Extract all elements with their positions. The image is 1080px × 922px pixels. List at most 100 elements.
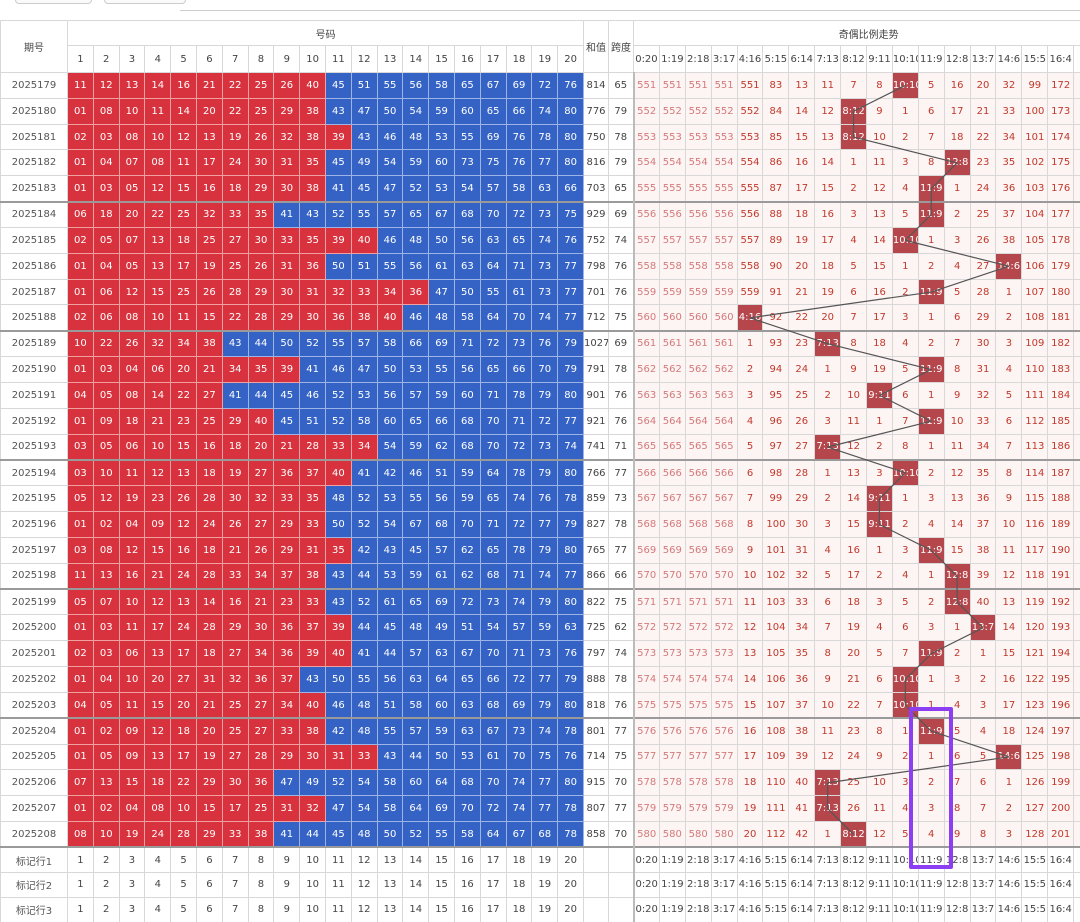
- span-cell: 77: [608, 717, 634, 745]
- header-cell: 12: [350, 45, 378, 73]
- trend-cell: 8: [840, 329, 868, 358]
- trend-cell: 565: [684, 433, 712, 461]
- number-cell: 55: [350, 200, 378, 228]
- trend-cell: 18: [814, 252, 842, 280]
- number-cell: 55: [479, 278, 507, 306]
- trend-cell: 108: [762, 717, 790, 745]
- number-cell: 51: [350, 72, 378, 99]
- number-cell: 77: [531, 149, 559, 177]
- span-cell: 73: [608, 485, 634, 513]
- number-cell: 65: [402, 407, 430, 435]
- marker-cell: 4:16: [736, 896, 764, 922]
- trend-cell: 126: [1021, 769, 1049, 797]
- number-cell: 35: [299, 485, 326, 513]
- marker-cell: 4: [144, 896, 172, 922]
- marker-cell: 14:6: [995, 896, 1023, 922]
- data-row: 2025185 02 05 07 13 18 25 27 30 33 35 39 40 46 48 50 56 6…: [0, 226, 1080, 254]
- trend-cell: 565: [710, 433, 738, 461]
- number-cell: 57: [505, 614, 533, 642]
- number-cell: 27: [195, 381, 223, 409]
- trend-cell: 185: [1047, 407, 1075, 435]
- trend-cell: 4: [866, 614, 893, 642]
- sum-cell: 921: [583, 407, 609, 435]
- trend-cell: 554: [658, 149, 686, 177]
- marker-cell: 0:20: [632, 846, 660, 873]
- trend-cell: 12: [866, 821, 893, 848]
- trend-cell: 577: [632, 743, 660, 771]
- marker-label: 标记行1: [0, 846, 68, 873]
- number-cell: 55: [350, 666, 378, 693]
- trend-cell: 30: [788, 511, 816, 538]
- trend-cell: 106: [762, 666, 790, 693]
- trend-cell: 17: [943, 97, 971, 125]
- number-cell: 09: [144, 511, 172, 538]
- trend-cell: 553: [632, 123, 660, 151]
- header-cell: 4:16: [736, 45, 764, 73]
- number-cell: 61: [479, 743, 507, 771]
- number-cell: 58: [428, 72, 455, 99]
- number-cell: 38: [247, 821, 275, 848]
- data-row: 2025200 01 03 11 17 24 28 29 30 36 37 39 44 45 48 49 51 5…: [0, 614, 1080, 642]
- trend-cell: 22: [840, 691, 868, 719]
- data-row: 2025198 11 13 16 21 24 28 33 34 37 38 43 44 53 59 61 62 6…: [0, 562, 1080, 590]
- number-cell: 18: [170, 226, 197, 254]
- marker-cell: 9: [273, 846, 301, 873]
- header-cell: 跨度: [608, 20, 634, 73]
- number-cell: 69: [505, 72, 533, 99]
- trend-cell: 12: [943, 458, 971, 487]
- period-cell: 2025181: [0, 123, 68, 151]
- trend-cell: 569: [632, 536, 660, 564]
- number-cell: 71: [505, 562, 533, 590]
- number-cell: 30: [273, 278, 301, 306]
- number-cell: 01: [67, 614, 94, 642]
- number-cell: 33: [299, 511, 326, 538]
- header-cell: 5:15: [762, 45, 790, 73]
- number-cell: 61: [505, 278, 533, 306]
- trend-cell: [1073, 200, 1080, 228]
- header-cell: 2:18: [684, 45, 712, 73]
- trend-cell: 8:12: [840, 821, 868, 848]
- trend-cell: 13: [943, 485, 971, 513]
- trend-cell: 564: [710, 407, 738, 435]
- marker-cell: 4:16: [736, 871, 764, 898]
- number-cell: 01: [67, 175, 94, 203]
- number-cell: 31: [195, 666, 223, 693]
- marker-cell: 10: [299, 846, 326, 873]
- trend-cell: 559: [632, 278, 660, 306]
- number-cell: 15: [144, 536, 172, 564]
- sum-cell: 797: [583, 640, 609, 668]
- button[interactable]: [104, 0, 186, 4]
- trend-cell: 568: [710, 511, 738, 538]
- number-cell: 31: [324, 743, 352, 771]
- number-cell: 68: [479, 691, 507, 719]
- trend-cell: 14:6: [995, 252, 1023, 280]
- sum-cell: 915: [583, 769, 609, 797]
- marker-cell: 6: [195, 871, 223, 898]
- number-cell: 03: [92, 356, 120, 383]
- trend-cell: 19: [840, 614, 868, 642]
- trend-cell: 11:9: [917, 175, 945, 203]
- span-cell: 65: [608, 72, 634, 99]
- number-cell: 25: [247, 72, 275, 99]
- trend-cell: 87: [762, 175, 790, 203]
- trend-cell: 3: [736, 381, 764, 409]
- marker-cell: 17: [479, 871, 507, 898]
- number-cell: 33: [221, 200, 249, 228]
- number-cell: 41: [350, 640, 378, 668]
- number-cell: 22: [221, 304, 249, 332]
- marker-cell: 16: [453, 896, 481, 922]
- number-cell: 74: [531, 304, 559, 332]
- data-row: 2025189 10 22 26 32 34 38 43 44 50 52 55 57 58 66 69 71 7…: [0, 329, 1080, 358]
- number-cell: 60: [376, 407, 404, 435]
- data-row: 2025180 01 08 10 11 14 20 22 25 29 38 43 47 50 54 59 60 6…: [0, 97, 1080, 125]
- number-cell: 06: [92, 278, 120, 306]
- number-cell: 33: [350, 278, 378, 306]
- number-cell: 08: [92, 97, 120, 125]
- trend-cell: 567: [710, 485, 738, 513]
- number-cell: 29: [273, 304, 301, 332]
- button[interactable]: [15, 0, 92, 4]
- number-cell: 43: [376, 536, 404, 564]
- number-cell: 64: [479, 304, 507, 332]
- trend-cell: 98: [762, 458, 790, 487]
- trend-cell: 1: [917, 304, 945, 332]
